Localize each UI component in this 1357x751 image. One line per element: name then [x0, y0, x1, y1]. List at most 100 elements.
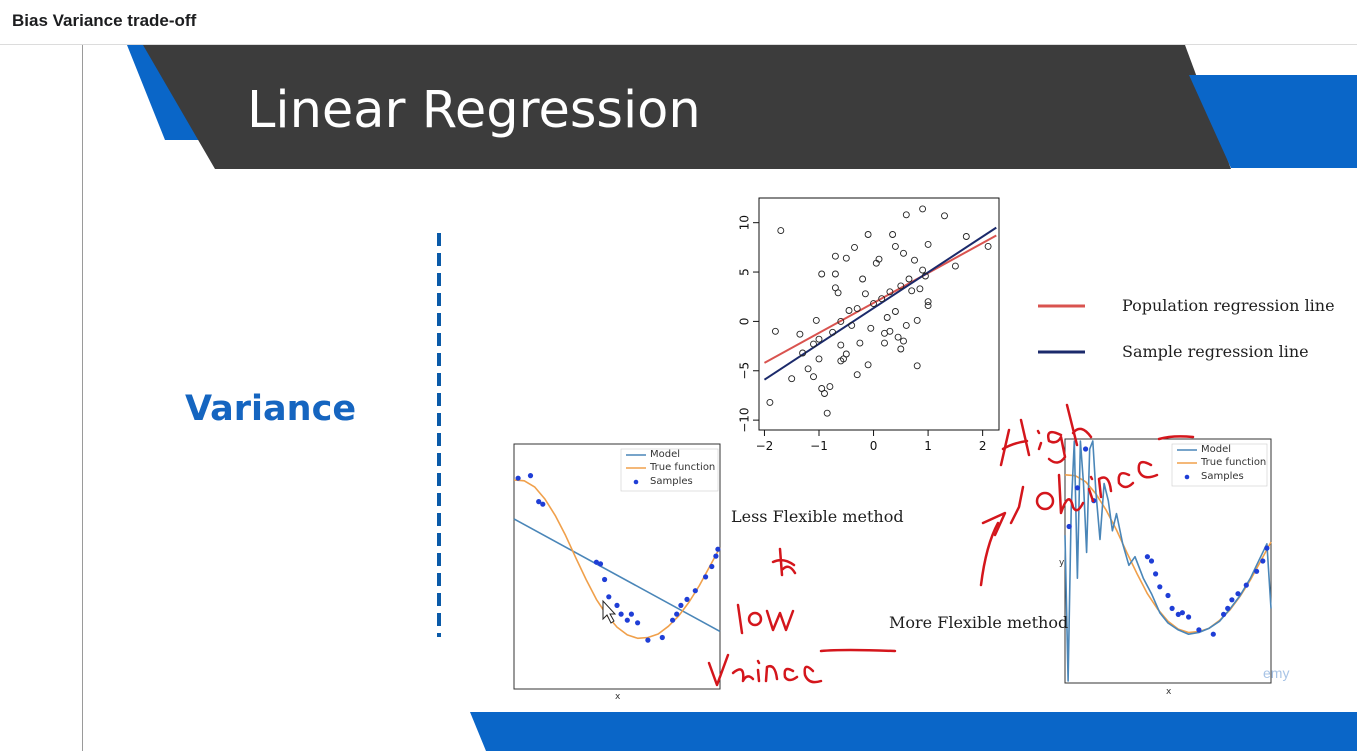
sample-point — [1196, 627, 1202, 633]
sample-point — [684, 596, 690, 602]
chart-frame — [758, 197, 1000, 431]
sample-point — [659, 634, 665, 641]
data-point — [864, 361, 872, 369]
data-point — [831, 252, 839, 260]
data-point — [829, 328, 837, 336]
data-point — [962, 233, 970, 240]
sample-point — [515, 475, 521, 481]
data-point — [941, 212, 948, 220]
data-point — [771, 327, 779, 335]
data-point — [812, 316, 820, 324]
data-point — [894, 333, 902, 341]
data-point — [810, 373, 817, 381]
header-accent-right — [1189, 75, 1357, 168]
sample-point — [593, 559, 599, 565]
sample-point — [674, 611, 680, 617]
sample-point — [1264, 545, 1270, 551]
data-point — [911, 256, 918, 264]
data-point — [913, 362, 921, 370]
sample-point — [1083, 446, 1089, 452]
sample-point — [1225, 605, 1231, 611]
true-function-line — [513, 479, 721, 640]
data-point — [796, 330, 804, 338]
sample-point — [628, 611, 634, 617]
sample-point — [713, 553, 719, 559]
data-point — [883, 314, 891, 321]
data-point — [818, 270, 826, 278]
sample-point — [670, 617, 676, 623]
data-point — [831, 270, 839, 278]
regression-line — [763, 234, 997, 364]
sample-point — [1179, 610, 1185, 616]
sample-point — [536, 499, 542, 505]
sample-point — [606, 594, 612, 600]
data-point — [867, 324, 875, 332]
sample-point — [1260, 558, 1266, 564]
data-point — [834, 289, 842, 297]
legend-swatch-samples — [633, 479, 639, 485]
data-point — [891, 242, 899, 250]
data-point — [878, 295, 886, 303]
data-point — [919, 205, 927, 213]
data-point — [821, 390, 828, 397]
sample-point — [1066, 523, 1072, 530]
data-point — [861, 290, 869, 298]
sample-point — [645, 637, 651, 643]
data-point — [919, 266, 927, 274]
data-point — [908, 287, 916, 295]
data-point — [900, 249, 907, 257]
less-flexible-chart: x — [513, 443, 721, 702]
data-point — [897, 345, 905, 353]
handwritten-low-variance — [707, 547, 897, 687]
data-point — [837, 341, 845, 349]
x-axis-label: x — [615, 692, 621, 702]
data-point — [826, 383, 834, 391]
x-tick-label: −1 — [810, 439, 828, 453]
data-point — [864, 231, 872, 238]
x-tick-label: 2 — [979, 439, 987, 453]
y-tick-label: 0 — [738, 318, 752, 326]
sample-point — [540, 501, 546, 507]
y-tick-label: −5 — [738, 362, 752, 380]
slide: −2 −1 0 1 2 −10 −5 0 5 10 x x y — [82, 45, 1357, 751]
sample-point — [1169, 605, 1175, 611]
window-title: Bias Variance trade-off — [12, 11, 197, 30]
sample-point — [614, 602, 620, 608]
legend-swatch-samples — [1184, 474, 1190, 480]
sample-point — [1153, 571, 1159, 577]
data-point — [916, 285, 924, 293]
sample-point — [678, 602, 684, 608]
data-point — [815, 355, 823, 363]
data-point — [886, 327, 894, 335]
y-tick-label: 5 — [738, 268, 752, 276]
data-point — [853, 371, 861, 379]
less-flexible-label: Less Flexible method — [731, 507, 904, 526]
data-point — [859, 275, 867, 283]
mouse-cursor — [602, 599, 617, 624]
legend-label-samples: Samples — [650, 476, 693, 487]
legend-label-true-function: True function — [1201, 457, 1267, 468]
data-point — [856, 339, 864, 347]
data-point — [924, 302, 932, 310]
sample-point — [1165, 592, 1171, 599]
data-point — [837, 317, 845, 325]
data-point — [924, 298, 932, 306]
sample-point — [618, 611, 624, 617]
sample-point — [1254, 568, 1260, 574]
handwritten-high-variance — [979, 403, 1195, 587]
x-axis-label: x — [1166, 687, 1172, 697]
legend-label-sample: Sample regression line — [1122, 342, 1309, 361]
data-point — [921, 272, 929, 280]
sample-point — [1175, 611, 1181, 617]
sample-point — [692, 588, 698, 594]
data-point — [905, 275, 913, 283]
legend-label-model: Model — [1201, 444, 1232, 455]
sample-point — [1229, 597, 1235, 603]
y-tick-label: 10 — [738, 215, 752, 230]
sample-point — [1210, 631, 1216, 637]
sample-point — [715, 546, 721, 552]
sample-point — [602, 576, 608, 583]
data-point — [853, 305, 861, 313]
data-point — [851, 243, 858, 251]
